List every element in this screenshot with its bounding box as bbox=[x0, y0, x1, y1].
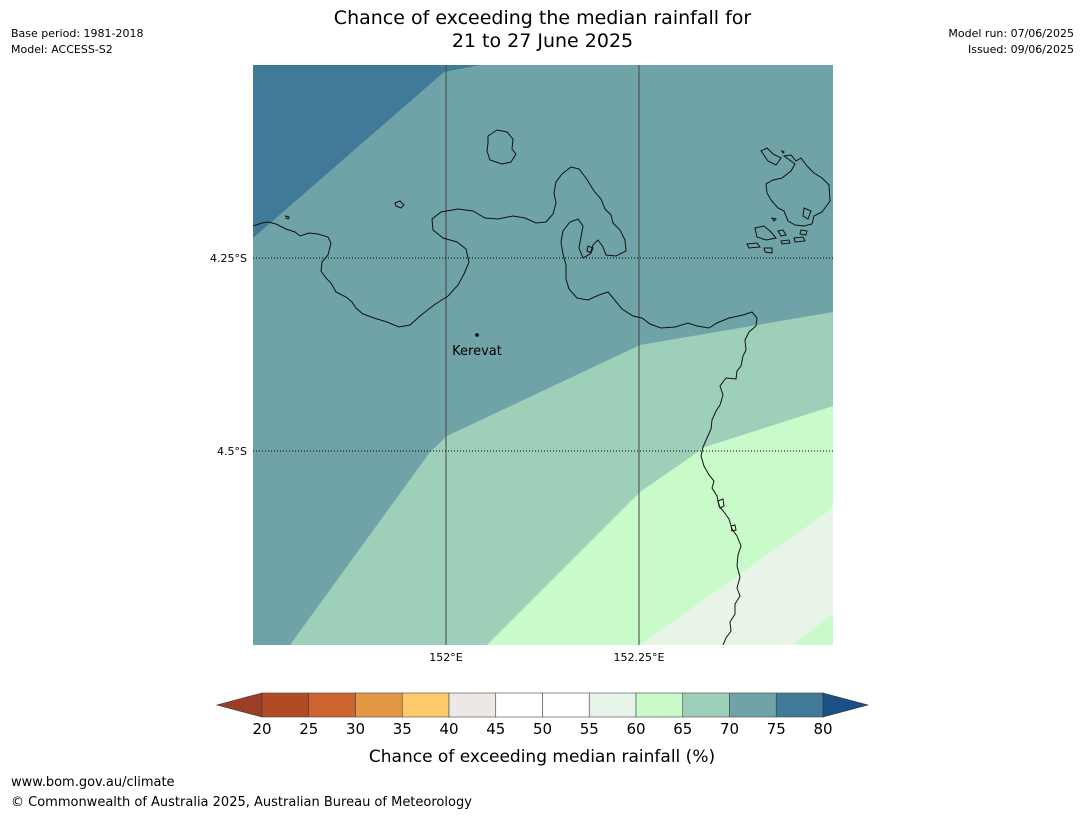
colorbar-tick-label: 20 bbox=[252, 720, 271, 738]
colorbar-over-arrow bbox=[822, 692, 870, 718]
lat-label-4-25: 4.25°S bbox=[210, 252, 247, 265]
lat-label-4-5: 4.5°S bbox=[217, 445, 247, 458]
colorbar-bin-75-80 bbox=[775, 692, 824, 718]
model-info: Base period: 1981-2018 Model: ACCESS-S2 bbox=[11, 26, 143, 58]
base-period-text: Base period: 1981-2018 bbox=[11, 27, 144, 40]
colorbar-bin-45-50 bbox=[495, 692, 543, 718]
model-run-text: Model run: 07/06/2025 bbox=[948, 27, 1074, 40]
colorbar-bin-65-70 bbox=[682, 692, 730, 718]
colorbar-under-arrow bbox=[215, 692, 263, 718]
colorbar-tick-label: 25 bbox=[299, 720, 318, 738]
contour-55-60 bbox=[640, 508, 833, 645]
colorbar-bin-60-65 bbox=[635, 692, 684, 718]
colorbar-tick-label: 30 bbox=[346, 720, 365, 738]
contour-75-80 bbox=[253, 65, 480, 238]
colorbar-title: Chance of exceeding median rainfall (%) bbox=[369, 747, 715, 767]
lon-label-152: 152°E bbox=[429, 651, 462, 664]
probability-contours bbox=[253, 65, 833, 645]
issued-date-text: Issued: 09/06/2025 bbox=[967, 43, 1074, 56]
place-label: Kerevat bbox=[452, 344, 502, 359]
footer-copyright: © Commonwealth of Australia 2025, Austra… bbox=[11, 795, 472, 810]
colorbar-tick-label: 45 bbox=[486, 720, 505, 738]
colorbar-bin-30-35 bbox=[355, 692, 403, 718]
colorbar-bin-70-75 bbox=[729, 692, 777, 718]
map-title: Chance of exceeding the median rainfall … bbox=[0, 7, 1085, 53]
colorbar-bin-50-55 bbox=[542, 692, 590, 718]
run-info: Model run: 07/06/2025 Issued: 09/06/2025 bbox=[948, 26, 1074, 58]
colorbar-tick-label: 65 bbox=[673, 720, 692, 738]
colorbar-tick-label: 70 bbox=[720, 720, 739, 738]
colorbar-tick-label: 75 bbox=[767, 720, 786, 738]
coastline bbox=[253, 129, 831, 645]
lon-label-152-25: 152.25°E bbox=[614, 651, 665, 664]
model-name-text: Model: ACCESS-S2 bbox=[11, 43, 113, 56]
colorbar-bin-25-30 bbox=[308, 692, 356, 718]
colorbar-tick-label: 55 bbox=[580, 720, 599, 738]
colorbar-bin-20-25 bbox=[261, 692, 310, 718]
colorbar-bin-55-60 bbox=[588, 692, 637, 718]
colorbar-bins bbox=[215, 692, 870, 718]
colorbar-bin-35-40 bbox=[401, 692, 450, 718]
colorbar-tick-label: 80 bbox=[813, 720, 832, 738]
colorbar-tick-label: 50 bbox=[533, 720, 552, 738]
place-marker-kerevat: Kerevat bbox=[452, 333, 502, 359]
colorbar-bin-40-45 bbox=[448, 692, 497, 718]
map-title-line2: 21 to 27 June 2025 bbox=[451, 30, 634, 52]
footer-url: www.bom.gov.au/climate bbox=[11, 775, 175, 790]
place-dot bbox=[475, 333, 479, 337]
rainfall-probability-map: Kerevat 4.25°S 4.5°S 152°E 152.25°E bbox=[210, 65, 833, 664]
colorbar-tick-label: 40 bbox=[439, 720, 458, 738]
graticule bbox=[253, 65, 833, 645]
colorbar-tick-label: 60 bbox=[626, 720, 645, 738]
colorbar-ticks: 20 25 30 35 40 45 50 55 60 65 70 75 80 bbox=[252, 720, 832, 738]
map-title-line1: Chance of exceeding the median rainfall … bbox=[333, 7, 752, 29]
colorbar-tick-label: 35 bbox=[393, 720, 412, 738]
